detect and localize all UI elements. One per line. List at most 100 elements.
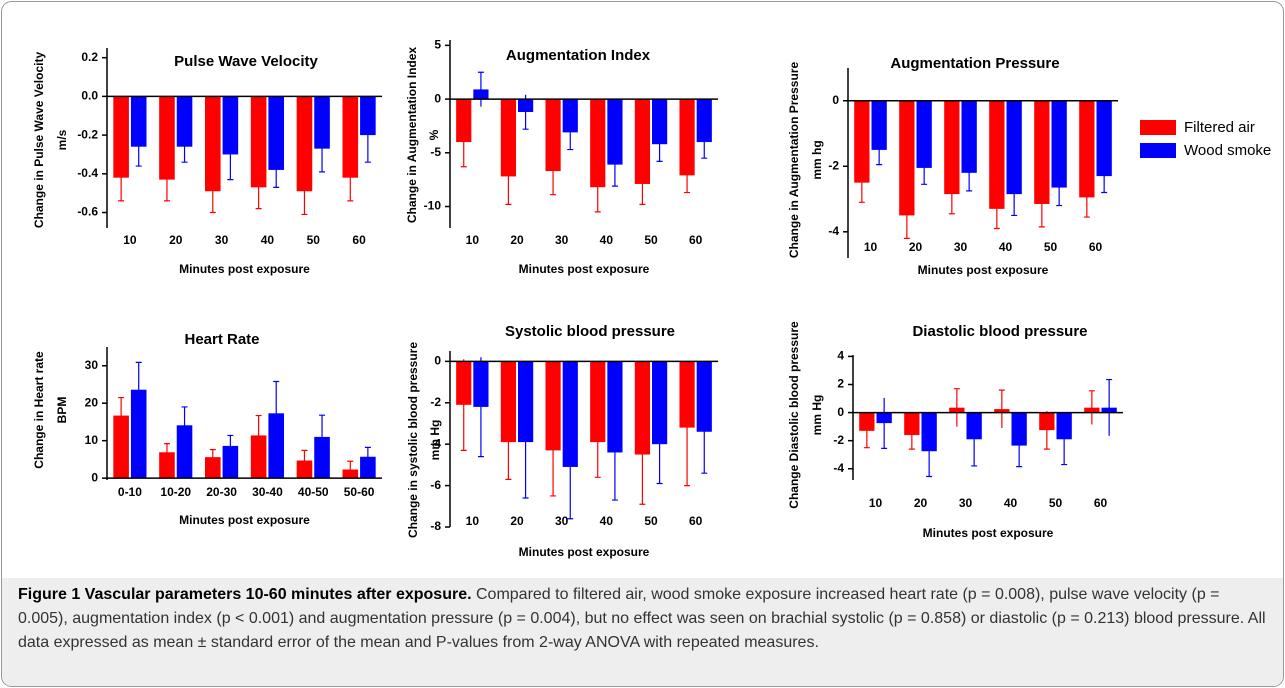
error-bar xyxy=(876,135,883,166)
y-tick-label: 0.0 xyxy=(81,89,98,103)
error-bar xyxy=(347,154,354,202)
x-tick-label: 60 xyxy=(689,514,703,528)
legend-label: Wood smoke xyxy=(1184,142,1271,159)
x-tick-label: 50 xyxy=(307,233,321,247)
y-tick-label: -4 xyxy=(430,436,441,450)
error-bar xyxy=(347,460,354,478)
bar xyxy=(113,96,129,178)
x-tick-label: 10 xyxy=(466,233,480,247)
error-bar xyxy=(921,151,928,185)
error-bar xyxy=(971,412,978,467)
error-bar xyxy=(273,152,280,188)
error-bar xyxy=(319,125,326,173)
chart-title: Diastolic blood pressure xyxy=(912,323,1087,340)
caption: Figure 1 Vascular parameters 10-60 minut… xyxy=(18,583,1268,655)
error-bar xyxy=(255,166,262,210)
x-tick-label: 20 xyxy=(510,514,524,528)
x-axis-label: Minutes post exposure xyxy=(519,545,650,559)
x-tick-label: 50 xyxy=(1049,496,1063,510)
error-bar xyxy=(522,94,529,130)
error-bar xyxy=(639,163,646,205)
error-bar xyxy=(273,380,280,446)
bar xyxy=(989,100,1005,209)
error-bar xyxy=(1056,169,1063,207)
error-bar xyxy=(1043,411,1050,450)
error-bar xyxy=(550,147,557,196)
bar xyxy=(545,99,561,172)
x-tick-label: 50 xyxy=(644,514,658,528)
bar xyxy=(1051,100,1067,188)
bar xyxy=(679,99,695,176)
x-tick-label: 40-50 xyxy=(298,485,329,499)
bar xyxy=(916,100,932,168)
caption-text: Compared to filtered air, wood smoke exp… xyxy=(18,586,1266,651)
y-axis-label: Change in Augmentation Pressure xyxy=(787,62,801,259)
error-bar xyxy=(505,148,512,205)
y-tick-label: 30 xyxy=(85,358,99,372)
y-tick-label: -8 xyxy=(430,519,441,533)
error-bar xyxy=(209,169,216,214)
bar xyxy=(342,96,359,178)
error-bar xyxy=(477,71,484,107)
bar xyxy=(1096,100,1112,177)
x-tick-label: 50 xyxy=(644,233,658,247)
y-tick-label: -6 xyxy=(430,478,441,492)
error-bar xyxy=(701,125,708,159)
bar xyxy=(1034,100,1050,204)
bar xyxy=(871,100,887,150)
error-bar xyxy=(881,397,888,449)
x-tick-label: 20 xyxy=(510,233,524,247)
error-bar xyxy=(163,443,170,461)
bar xyxy=(634,99,650,184)
legend-label: Filtered air xyxy=(1184,119,1255,136)
bar xyxy=(250,435,267,479)
error-bar xyxy=(1038,181,1045,228)
x-tick-label: 10 xyxy=(466,514,480,528)
y-axis-label: m/s xyxy=(55,129,69,150)
error-bar xyxy=(505,404,512,480)
x-tick-label: 0-10 xyxy=(118,485,142,499)
error-bar xyxy=(966,154,973,192)
bar xyxy=(652,361,668,445)
error-bar xyxy=(1083,177,1090,218)
y-axis-label: BPM xyxy=(55,397,69,424)
bar xyxy=(899,100,915,216)
x-tick-label: 30 xyxy=(555,233,569,247)
error-bar xyxy=(301,449,308,471)
bar xyxy=(205,457,221,479)
x-tick-label: 60 xyxy=(689,233,703,247)
error-bar xyxy=(611,404,618,501)
error-bar xyxy=(255,414,262,456)
error-bar xyxy=(477,357,484,458)
x-tick-label: 50-60 xyxy=(344,485,375,499)
y-axis-label: Change in Heart rate xyxy=(32,351,46,469)
error-bar xyxy=(567,115,574,151)
bar xyxy=(159,452,175,479)
x-tick-label: 30 xyxy=(555,514,569,528)
caption-title: Figure 1 Vascular parameters 10-60 minut… xyxy=(18,586,472,603)
error-bar xyxy=(998,389,1005,429)
y-axis-label: % xyxy=(427,129,441,140)
error-bar xyxy=(656,127,663,162)
y-tick-label: 0 xyxy=(434,91,441,105)
x-tick-label: 30-40 xyxy=(252,485,283,499)
bar xyxy=(944,100,960,195)
y-tick-label: -2 xyxy=(833,433,844,447)
bar xyxy=(1006,100,1022,195)
x-axis-label: Minutes post exposure xyxy=(918,263,1049,277)
error-bar xyxy=(550,404,557,497)
error-bar xyxy=(1106,378,1113,436)
chart-title: Systolic blood pressure xyxy=(505,323,675,340)
y-axis-label: Change in Pulse Wave Velocity xyxy=(32,52,46,229)
bar xyxy=(360,456,376,479)
y-axis-label: mm hg xyxy=(810,140,824,179)
error-bar xyxy=(135,127,142,167)
x-tick-label: 10 xyxy=(864,240,878,254)
bar xyxy=(130,389,147,479)
error-bar xyxy=(1061,413,1068,466)
error-bar xyxy=(364,446,371,467)
error-bar xyxy=(684,158,691,194)
error-bar xyxy=(858,163,865,203)
x-tick-label: 10-20 xyxy=(160,485,191,499)
